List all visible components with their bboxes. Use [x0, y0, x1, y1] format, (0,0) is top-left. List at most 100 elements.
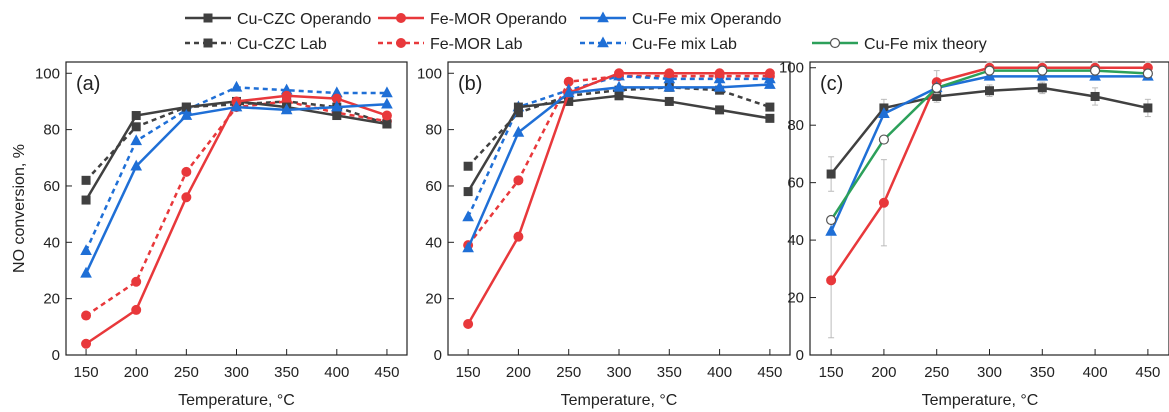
x-axis-label: Temperature, °C	[178, 392, 295, 409]
y-tick-label: 20	[425, 291, 442, 308]
legend-marker	[597, 11, 609, 23]
series-line	[830, 66, 1148, 282]
legend-item-cu-czc-operando: Cu-CZC Operando	[185, 11, 371, 28]
data-point	[131, 276, 142, 287]
series-fe-mor-operando	[463, 68, 775, 330]
series-line	[84, 103, 388, 274]
data-point	[513, 231, 524, 242]
legend-marker	[396, 13, 406, 23]
y-tick-label: 0	[796, 347, 804, 364]
y-tick-label: 20	[787, 290, 804, 307]
x-tick-label: 450	[757, 364, 782, 381]
x-tick-label: 450	[1135, 364, 1160, 381]
legend-label: Cu-Fe mix theory	[864, 36, 987, 53]
x-tick-label: 350	[274, 364, 299, 381]
x-tick-label: 200	[124, 364, 149, 381]
legend: Cu-CZC Operando Fe-MOR Operando Cu-Fe mix …	[185, 11, 987, 53]
legend-marker	[203, 38, 213, 48]
data-point	[826, 275, 837, 286]
series-line	[830, 86, 1149, 175]
x-tick-label: 250	[174, 364, 199, 381]
legend-item-cu-fe-mix-lab: Cu-Fe mix Lab	[580, 36, 737, 53]
data-point	[80, 266, 92, 278]
data-point	[463, 319, 474, 330]
data-point	[81, 195, 91, 205]
data-point	[230, 80, 243, 92]
legend-label: Cu-Fe mix Operando	[632, 11, 781, 28]
series-fe-mor-operando	[826, 61, 1153, 339]
data-point	[764, 68, 775, 79]
data-point	[714, 68, 725, 79]
data-point	[381, 97, 393, 109]
data-point	[330, 100, 343, 112]
series-line	[467, 74, 770, 246]
y-tick-label: 60	[43, 178, 60, 195]
data-point	[713, 80, 726, 92]
data-point	[826, 169, 836, 179]
x-tick-label: 400	[324, 364, 349, 381]
x-tick-label: 300	[606, 364, 631, 381]
x-tick-label: 350	[1030, 364, 1055, 381]
x-tick-label: 200	[506, 364, 531, 381]
data-point	[1090, 91, 1100, 101]
series-cu-fe-mix-theory	[826, 65, 1153, 226]
data-point	[984, 65, 995, 76]
y-tick-label: 0	[52, 347, 60, 364]
data-point	[613, 80, 625, 92]
series-line	[466, 83, 770, 249]
series-cu-fe-mix-operando	[80, 97, 393, 278]
x-tick-label: 300	[224, 364, 249, 381]
data-point	[512, 125, 525, 137]
x-tick-label: 150	[819, 364, 844, 381]
y-tick-label: 0	[434, 347, 442, 364]
panel-1: 0 20 40 60 80 100 150 200 250 300 350 400 450 Tempera…	[11, 61, 408, 409]
data-point	[664, 68, 675, 79]
series-cu-fe-mix-operando	[462, 77, 776, 253]
legend-label: Cu-Fe mix Lab	[632, 36, 737, 53]
legend-item-fe-mor-lab: Fe-MOR Lab	[378, 36, 523, 53]
panel-3: 0 20 40 60 80 100 150 200 250 300 350 400 450 Tempera…	[779, 60, 1169, 409]
x-tick-label: 150	[74, 364, 99, 381]
y-tick-label: 100	[417, 65, 442, 82]
data-point	[614, 91, 624, 101]
data-point	[381, 86, 393, 98]
y-tick-label: 60	[425, 178, 442, 195]
data-point	[764, 77, 776, 89]
y-tick-label: 100	[35, 65, 60, 82]
y-tick-label: 100	[779, 60, 804, 77]
data-point	[1037, 65, 1048, 76]
x-tick-label: 250	[924, 364, 949, 381]
data-point	[1142, 68, 1153, 79]
legend-marker	[396, 38, 406, 48]
panel-label: (b)	[458, 73, 482, 95]
y-tick-label: 40	[43, 234, 60, 251]
data-point	[463, 161, 473, 171]
series-cu-czc-operando	[826, 81, 1153, 192]
legend-item-cu-fe-mix-operando: Cu-Fe mix Operando	[580, 11, 781, 28]
data-point	[562, 86, 575, 98]
legend-marker	[597, 36, 609, 48]
data-point	[614, 68, 624, 79]
x-tick-label: 400	[707, 364, 732, 381]
data-point	[765, 102, 775, 112]
legend-item-fe-mor-operando: Fe-MOR Operando	[378, 11, 567, 28]
data-point	[80, 244, 92, 256]
data-point	[181, 166, 192, 177]
data-point	[131, 111, 141, 121]
data-point	[463, 187, 473, 197]
legend-marker	[203, 13, 213, 23]
data-point	[985, 86, 994, 96]
data-point	[81, 310, 92, 321]
series-cu-czc-operando	[463, 91, 775, 197]
panel-label: (c)	[820, 73, 843, 95]
x-tick-label: 350	[657, 364, 682, 381]
data-point	[513, 175, 524, 186]
data-point	[130, 134, 143, 146]
data-point	[878, 107, 890, 119]
legend-label: Fe-MOR Lab	[430, 36, 523, 53]
data-point	[280, 103, 293, 115]
x-tick-label: 200	[871, 364, 896, 381]
data-point	[663, 80, 676, 92]
